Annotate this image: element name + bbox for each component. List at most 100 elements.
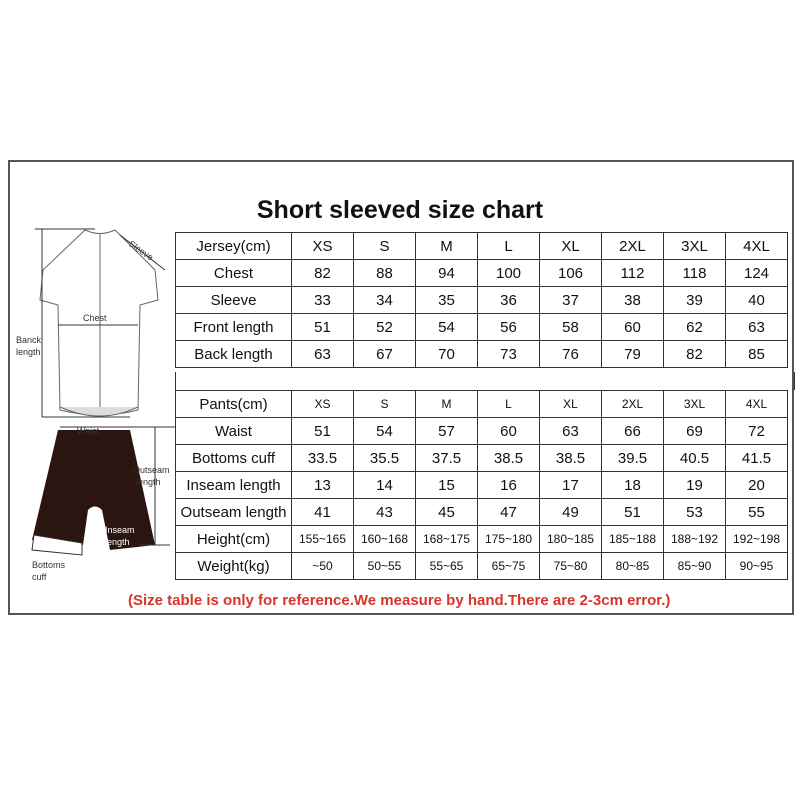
table-cell: 47 [477,498,540,526]
table-cell: 175~180 [477,525,540,553]
table-cell: 39.5 [601,444,664,472]
table-cell: 82 [663,340,726,368]
row-label: Sleeve [175,286,292,314]
outseam-label-2: length [136,477,161,487]
table-cell: 58 [539,313,602,341]
table-cell: 160~168 [353,525,416,553]
size-header: M [415,232,478,260]
table-cell: 52 [353,313,416,341]
back-length-label-1: Banck [16,335,42,345]
table-cell: 17 [539,471,602,499]
table-row: Bottoms cuff 33.5 35.5 37.5 38.5 38.5 39.5 40.5… [175,444,788,472]
row-label: Weight(kg) [175,552,292,580]
table-cell: 56 [477,313,540,341]
table-cell: 72 [725,417,788,445]
table-cell: 63 [725,313,788,341]
table-cell: 13 [291,471,354,499]
table-cell: 60 [601,313,664,341]
table-cell: 118 [663,259,726,287]
table-cell: 54 [415,313,478,341]
row-label: Waist [175,417,292,445]
row-label: Chest [175,259,292,287]
table-cell: 124 [725,259,788,287]
table-cell: 18 [601,471,664,499]
jersey-header: Jersey(cm) [175,232,292,260]
cuff-label-1: Bottoms [32,560,66,570]
table-cell: 15 [415,471,478,499]
size-header: M [415,390,478,418]
table-header-row: Jersey(cm) XS S M L XL 2XL 3XL 4XL [175,232,788,260]
size-header: 2XL [601,232,664,260]
table-cell: 100 [477,259,540,287]
table-cell: 41.5 [725,444,788,472]
table-cell: 37 [539,286,602,314]
table-cell: 43 [353,498,416,526]
table-cell: 94 [415,259,478,287]
table-cell: 180~185 [539,525,602,553]
size-header: XL [539,232,602,260]
table-row: Height(cm) 155~165 160~168 168~175 175~180 18… [175,525,788,553]
table-cell: 192~198 [725,525,788,553]
row-label: Outseam length [175,498,292,526]
size-header: 3XL [663,232,726,260]
table-cell: 38.5 [539,444,602,472]
size-header: XS [291,390,354,418]
table-cell: 70 [415,340,478,368]
table-cell: 14 [353,471,416,499]
size-header: L [477,232,540,260]
table-cell: 53 [663,498,726,526]
size-header: 4XL [725,232,788,260]
table-cell: 106 [539,259,602,287]
table-cell: 41 [291,498,354,526]
table-cell: 39 [663,286,726,314]
table-cell: 60 [477,417,540,445]
size-header: L [477,390,540,418]
chest-label: Chest [83,313,107,323]
table-cell: 40 [725,286,788,314]
table-row: Back length 63 67 70 73 76 79 82 85 [175,340,788,368]
table-cell: 88 [353,259,416,287]
back-length-label-2: length [16,347,41,357]
table-cell: 75~80 [539,552,602,580]
table-row: Weight(kg) ~50 50~55 55~65 65~75 75~80 80~85 85… [175,552,788,580]
table-cell: 19 [663,471,726,499]
row-label: Inseam length [175,471,292,499]
table-cell: 36 [477,286,540,314]
table-cell: 51 [291,313,354,341]
inseam-label-1: Inseam [105,525,135,535]
size-header: S [353,232,416,260]
pants-size-table: Pants(cm) XS S M L XL 2XL 3XL 4XL Waist 5… [175,390,788,580]
table-cell: 65~75 [477,552,540,580]
size-header: XS [291,232,354,260]
table-cell: 73 [477,340,540,368]
table-row: Sleeve 33 34 35 36 37 38 39 40 [175,286,788,314]
table-header-row: Pants(cm) XS S M L XL 2XL 3XL 4XL [175,390,788,418]
table-cell: 38 [601,286,664,314]
size-chart-frame [8,160,794,615]
table-cell: 155~165 [291,525,354,553]
table-cell: 38.5 [477,444,540,472]
table-spacer [175,372,795,390]
table-cell: 188~192 [663,525,726,553]
size-header: 2XL [601,390,664,418]
table-cell: 69 [663,417,726,445]
table-cell: 55 [725,498,788,526]
table-cell: 35.5 [353,444,416,472]
table-cell: 33 [291,286,354,314]
table-cell: 49 [539,498,602,526]
table-cell: 51 [601,498,664,526]
table-cell: 50~55 [353,552,416,580]
table-cell: 67 [353,340,416,368]
table-cell: 82 [291,259,354,287]
table-cell: 34 [353,286,416,314]
cuff-label-2: cuff [32,572,47,582]
table-cell: 35 [415,286,478,314]
size-header: S [353,390,416,418]
jersey-illustration [35,228,166,418]
table-cell: 80~85 [601,552,664,580]
table-cell: 85 [725,340,788,368]
table-cell: 185~188 [601,525,664,553]
size-header: 3XL [663,390,726,418]
table-cell: 20 [725,471,788,499]
jersey-size-table: Jersey(cm) XS S M L XL 2XL 3XL 4XL Chest… [175,232,788,368]
